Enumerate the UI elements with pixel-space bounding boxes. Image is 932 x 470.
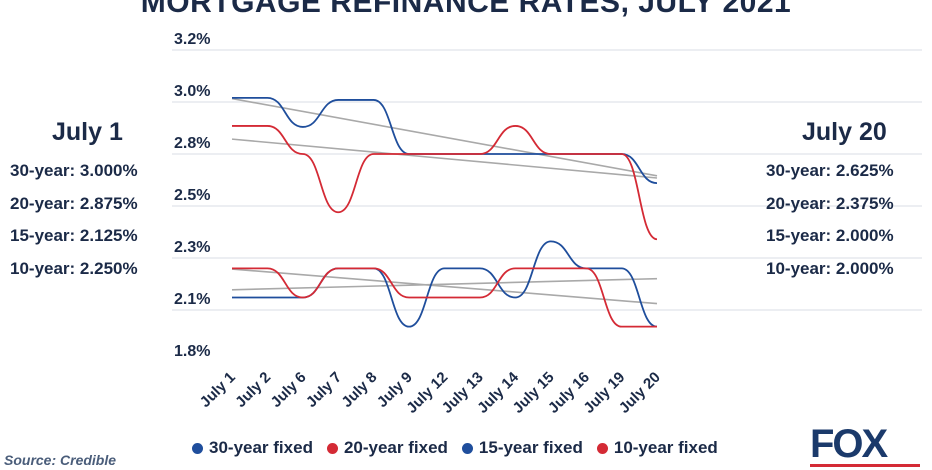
series-line-10-year-fixed bbox=[232, 267, 657, 328]
y-tick-label: 2.3% bbox=[174, 239, 210, 256]
july-1-30yr: 30-year: 3.000% bbox=[10, 161, 138, 180]
series-line-20-year-fixed bbox=[232, 125, 658, 241]
legend: 30-year fixed 20-year fixed 15-year fixe… bbox=[192, 438, 718, 458]
chart-title: MORTGAGE REFINANCE RATES, JULY 2021 bbox=[140, 0, 792, 19]
x-tick-label: July 6 bbox=[268, 369, 310, 411]
y-tick-label: 2.5% bbox=[174, 187, 210, 204]
x-tick-label: July 2 bbox=[232, 369, 274, 411]
july-20-15yr: 15-year: 2.000% bbox=[766, 226, 894, 245]
july-1-15yr: 15-year: 2.125% bbox=[10, 226, 138, 245]
trendline bbox=[231, 268, 658, 305]
x-tick-label: July 8 bbox=[338, 369, 380, 411]
legend-item: 10-year fixed bbox=[596, 438, 718, 458]
july-1-10yr: 10-year: 2.250% bbox=[10, 258, 138, 278]
july-20-30yr: 30-year: 2.625% bbox=[766, 161, 894, 180]
legend-item: 20-year fixed bbox=[326, 438, 448, 458]
trendline bbox=[231, 138, 658, 179]
trendline bbox=[231, 97, 658, 177]
x-tick-label: July 1 bbox=[197, 369, 239, 411]
y-tick-label: 1.8% bbox=[174, 343, 210, 360]
y-tick-label: 3.0% bbox=[174, 83, 210, 100]
legend-dot-icon bbox=[192, 442, 203, 454]
source-note: Source: Credible bbox=[4, 452, 117, 468]
y-tick-label: 3.2% bbox=[174, 31, 210, 48]
legend-dot-icon bbox=[326, 442, 338, 454]
legend-label: 10-year fixed bbox=[613, 438, 718, 457]
trendline bbox=[231, 277, 658, 291]
legend-item: 15-year fixed bbox=[461, 438, 583, 458]
legend-label: 15-year fixed bbox=[478, 438, 583, 457]
legend-label: 20-year fixed bbox=[343, 438, 448, 457]
july-20-panel: July 20 30-year: 2.625% 20-year: 2.375% … bbox=[766, 118, 894, 285]
july-1-panel: July 1 30-year: 3.000% 20-year: 2.875% 1… bbox=[10, 118, 138, 285]
july-20-heading: July 20 bbox=[802, 118, 887, 146]
july-20-10yr: 10-year: 2.000% bbox=[766, 258, 894, 278]
july-1-20yr: 20-year: 2.875% bbox=[10, 193, 138, 213]
legend-label: 30-year fixed bbox=[209, 438, 313, 457]
july-1-heading: July 1 bbox=[52, 118, 123, 146]
y-tick-label: 2.1% bbox=[174, 291, 210, 308]
fox-business-logo: FOX bbox=[810, 424, 922, 470]
logo-bar bbox=[810, 464, 920, 467]
july-20-20yr: 20-year: 2.375% bbox=[766, 193, 894, 213]
legend-dot-icon bbox=[596, 442, 608, 454]
legend-dot-icon bbox=[461, 442, 473, 454]
y-tick-label: 2.8% bbox=[174, 135, 210, 152]
x-tick-label: July 7 bbox=[303, 369, 345, 411]
legend-item: 30-year fixed bbox=[192, 438, 313, 458]
logo-text: FOX bbox=[810, 422, 888, 466]
